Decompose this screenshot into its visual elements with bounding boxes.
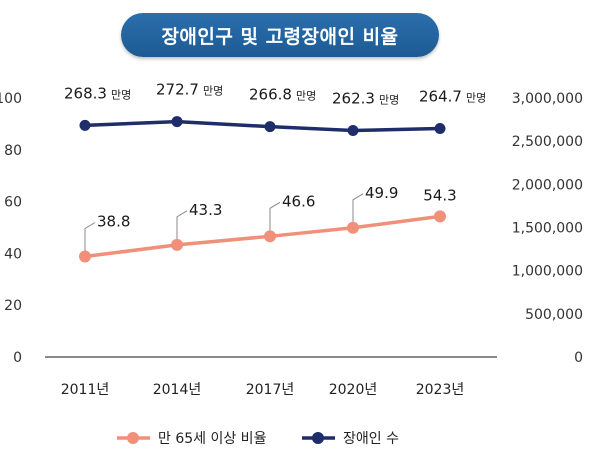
ratio-data-label: 43.3 bbox=[189, 201, 222, 219]
population-point bbox=[434, 122, 446, 134]
y-right-tick-label: 500,000 bbox=[525, 307, 583, 323]
x-tick-label: 2011년 bbox=[61, 382, 110, 398]
ratio-data-label: 46.6 bbox=[282, 192, 315, 210]
y-right-tick-label: 2,500,000 bbox=[512, 134, 583, 150]
ratio-point bbox=[79, 250, 91, 263]
population-data-label: 272.7 만명 bbox=[156, 81, 223, 99]
chart-title-text: 장애인구 및 고령장애인 비율 bbox=[161, 25, 399, 48]
legend-population-label: 장애인 수 bbox=[343, 431, 399, 447]
ratio-point bbox=[434, 210, 446, 223]
ratio-leader-line bbox=[84, 222, 96, 251]
population-data-label: 264.7 만명 bbox=[419, 87, 486, 105]
y-right-tick-label: 3,000,000 bbox=[512, 91, 583, 107]
population-data-label: 268.3 만명 bbox=[64, 84, 131, 102]
x-tick-label: 2023년 bbox=[416, 382, 465, 398]
population-point bbox=[171, 116, 183, 128]
ratio-leader-line bbox=[176, 210, 188, 239]
ratio-series-line bbox=[84, 214, 441, 259]
ratio-leader-line bbox=[352, 193, 364, 222]
y-left-tick-label: 0 bbox=[13, 350, 22, 366]
ratio-data-label: 38.8 bbox=[97, 213, 130, 231]
legend-population-swatch-marker bbox=[312, 432, 324, 444]
y-right-tick-label: 0 bbox=[574, 350, 583, 366]
x-tick-label: 2020년 bbox=[329, 382, 378, 398]
population-point bbox=[347, 125, 359, 137]
x-tick-label: 2017년 bbox=[246, 382, 295, 398]
x-tick-label: 2014년 bbox=[153, 382, 202, 398]
legend-ratio-swatch-marker bbox=[127, 432, 139, 444]
ratio-leader-line bbox=[269, 201, 281, 231]
legend-ratio-label: 만 65세 이상 비율 bbox=[158, 431, 267, 447]
y-right-tick-label: 2,000,000 bbox=[512, 177, 583, 193]
chart-title: 장애인구 및 고령장애인 비율 bbox=[121, 13, 439, 57]
y-right-tick-label: 1,000,000 bbox=[512, 264, 583, 280]
y-left-tick-label: 20 bbox=[4, 298, 22, 314]
population-series-line bbox=[84, 119, 441, 133]
y-left-tick-label: 80 bbox=[4, 143, 22, 159]
population-data-label: 262.3 만명 bbox=[332, 90, 399, 108]
ratio-point bbox=[264, 230, 276, 243]
population-point bbox=[79, 119, 91, 131]
population-point bbox=[264, 121, 276, 133]
y-right-tick-label: 1,500,000 bbox=[512, 221, 583, 237]
y-left-tick-label: 100 bbox=[0, 91, 22, 107]
ratio-point bbox=[171, 238, 183, 251]
y-left-tick-label: 60 bbox=[4, 195, 22, 211]
ratio-data-label: 54.3 bbox=[423, 186, 456, 204]
ratio-data-label: 49.9 bbox=[365, 184, 398, 202]
population-data-label: 266.8 만명 bbox=[249, 86, 316, 104]
y-left-tick-label: 40 bbox=[4, 246, 22, 262]
ratio-point bbox=[347, 221, 359, 234]
